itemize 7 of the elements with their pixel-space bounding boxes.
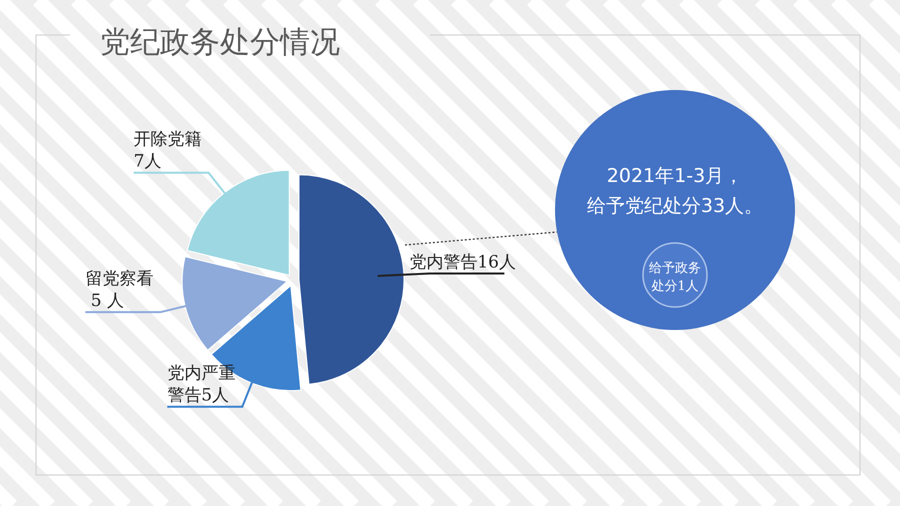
chart-title: 党纪政务处分情况: [100, 25, 340, 60]
text: 2021年1-3月，给予党纪处分33人。: [586, 165, 764, 217]
slice-label: 开除党籍7人: [134, 130, 202, 172]
slice-label: 留党察看 5 人: [85, 269, 154, 312]
slice-label: 党内严重警告5人: [167, 364, 236, 406]
text: 给予政务处分1人: [649, 261, 701, 294]
slice-label: 党内警告16人: [409, 252, 516, 273]
